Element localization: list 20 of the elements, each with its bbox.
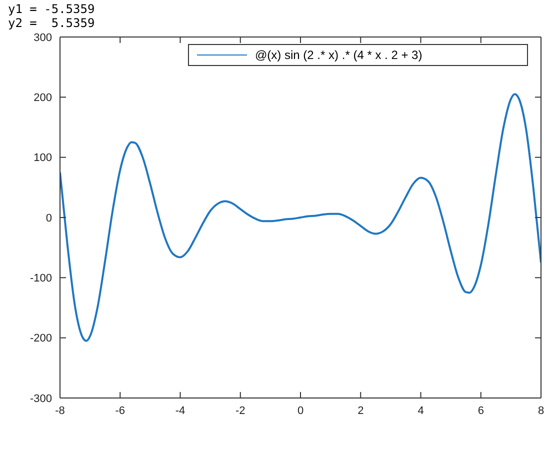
y-tick-label: 100 <box>34 152 52 164</box>
text: y2 = 5.5359 <box>8 16 96 30</box>
x-tick-label: 6 <box>478 404 484 417</box>
legend-label: @(x) sin (2 .* x) .* (4 * x . 2 + 3) <box>255 48 422 62</box>
x-tick-label: -6 <box>115 404 126 417</box>
x-tick-label: -4 <box>175 404 186 417</box>
x-tick-label: -2 <box>235 404 246 417</box>
y-tick-label: 200 <box>34 92 52 104</box>
x-tick-label: 2 <box>358 404 364 417</box>
text: y1 = -5.5359 <box>8 2 96 16</box>
y-tick-label: -300 <box>30 392 52 405</box>
y-tick-label: -100 <box>30 272 52 285</box>
x-tick-label: 4 <box>418 404 424 417</box>
x-tick-label: -8 <box>55 404 65 417</box>
x-tick-label: 8 <box>538 404 544 417</box>
y-tick-label: -200 <box>30 332 52 345</box>
y-tick-label: 300 <box>34 32 52 44</box>
y-tick-label: 0 <box>46 212 52 224</box>
x-tick-label: 0 <box>297 404 304 417</box>
line-series <box>60 93 541 342</box>
